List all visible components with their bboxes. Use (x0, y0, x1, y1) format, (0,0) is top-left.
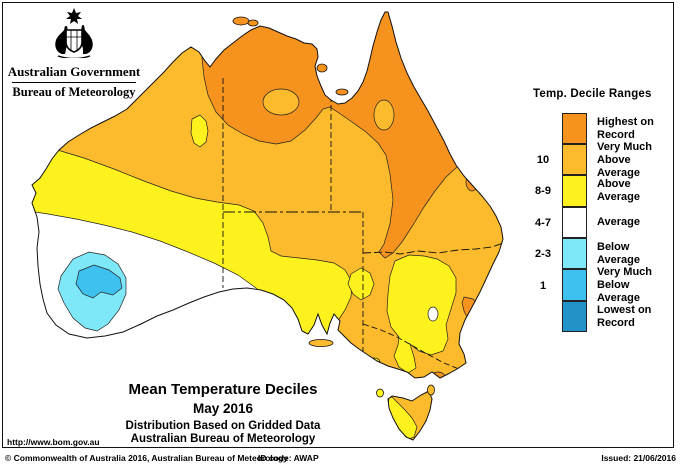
legend-range: 8-9 (535, 185, 551, 198)
legend-item: 2-3 Below Average (524, 238, 674, 270)
legend-swatch-very-much-below (562, 269, 587, 301)
map-subtitle: Distribution Based on Gridded Data (125, 420, 321, 432)
region-highest-fraser (465, 172, 479, 192)
map-agency: Australian Bureau of Meteorology (130, 433, 316, 445)
legend-label: Very Much Below Average (597, 266, 653, 305)
region-very-much-below (75, 264, 123, 299)
bom-logo-block: Australian Government Bureau of Meteorol… (6, 4, 142, 99)
region-hole-qld (373, 99, 395, 131)
copyright-text: © Commonwealth of Australia 2016, Austra… (5, 453, 288, 463)
region-average-hole-nsw (427, 306, 439, 322)
state-borders (222, 78, 503, 370)
legend-swatch-above (562, 175, 587, 207)
legend-label: Below Average (597, 241, 641, 267)
region-above-average-central (347, 267, 375, 301)
coat-of-arms-icon (55, 8, 93, 60)
legend-range: 2-3 (535, 248, 551, 261)
legend: Temp. Decile Ranges Highest on Record 10… (524, 88, 674, 333)
bureau-title: Bureau of Meteorology (12, 85, 136, 99)
legend-item: 8-9 Above Average (524, 175, 674, 207)
legend-label: Lowest on Record (597, 304, 652, 330)
issued-date-text: Issued: 21/06/2016 (601, 453, 676, 463)
map-period: May 2016 (192, 401, 254, 416)
legend-swatch-very-much-above (562, 143, 587, 176)
legend-range: 10 (536, 154, 550, 167)
region-hole-nt (262, 88, 300, 116)
legend-item: Lowest on Record (524, 300, 674, 333)
map-title-block: Mean Temperature Deciles May 2016 Distri… (62, 381, 384, 446)
region-above-average-wa-blob (190, 114, 209, 148)
legend-swatch-highest (562, 112, 587, 144)
legend-item: Highest on Record (524, 112, 674, 144)
id-code-text: ID code: AWAP (258, 453, 319, 463)
legend-label: Highest on Record (597, 115, 654, 141)
islands (232, 16, 435, 398)
footer-strip: © Commonwealth of Australia 2016, Austra… (0, 452, 680, 467)
legend-item: 1 Very Much Below Average (524, 266, 674, 304)
coastline (31, 11, 504, 441)
legend-item: 10 Very Much Above Average (524, 141, 674, 179)
bom-url: http://www.bom.gov.au (7, 437, 100, 447)
legend-title: Temp. Decile Ranges (533, 88, 652, 100)
logo-divider (12, 82, 136, 83)
legend-label: Average (597, 216, 641, 229)
government-title: Australian Government (7, 64, 141, 79)
map-title: Mean Temperature Deciles (128, 381, 318, 398)
legend-range: 4-7 (535, 216, 551, 229)
legend-swatch-lowest (562, 300, 587, 333)
legend-item: 4-7 Average (524, 206, 674, 239)
legend-swatch-average (562, 206, 587, 239)
region-above-average-nsw (386, 254, 457, 374)
legend-label: Above Average (597, 178, 641, 204)
legend-swatch-below (562, 238, 587, 270)
legend-label: Very Much Above Average (597, 140, 653, 179)
legend-range: 1 (539, 279, 547, 292)
